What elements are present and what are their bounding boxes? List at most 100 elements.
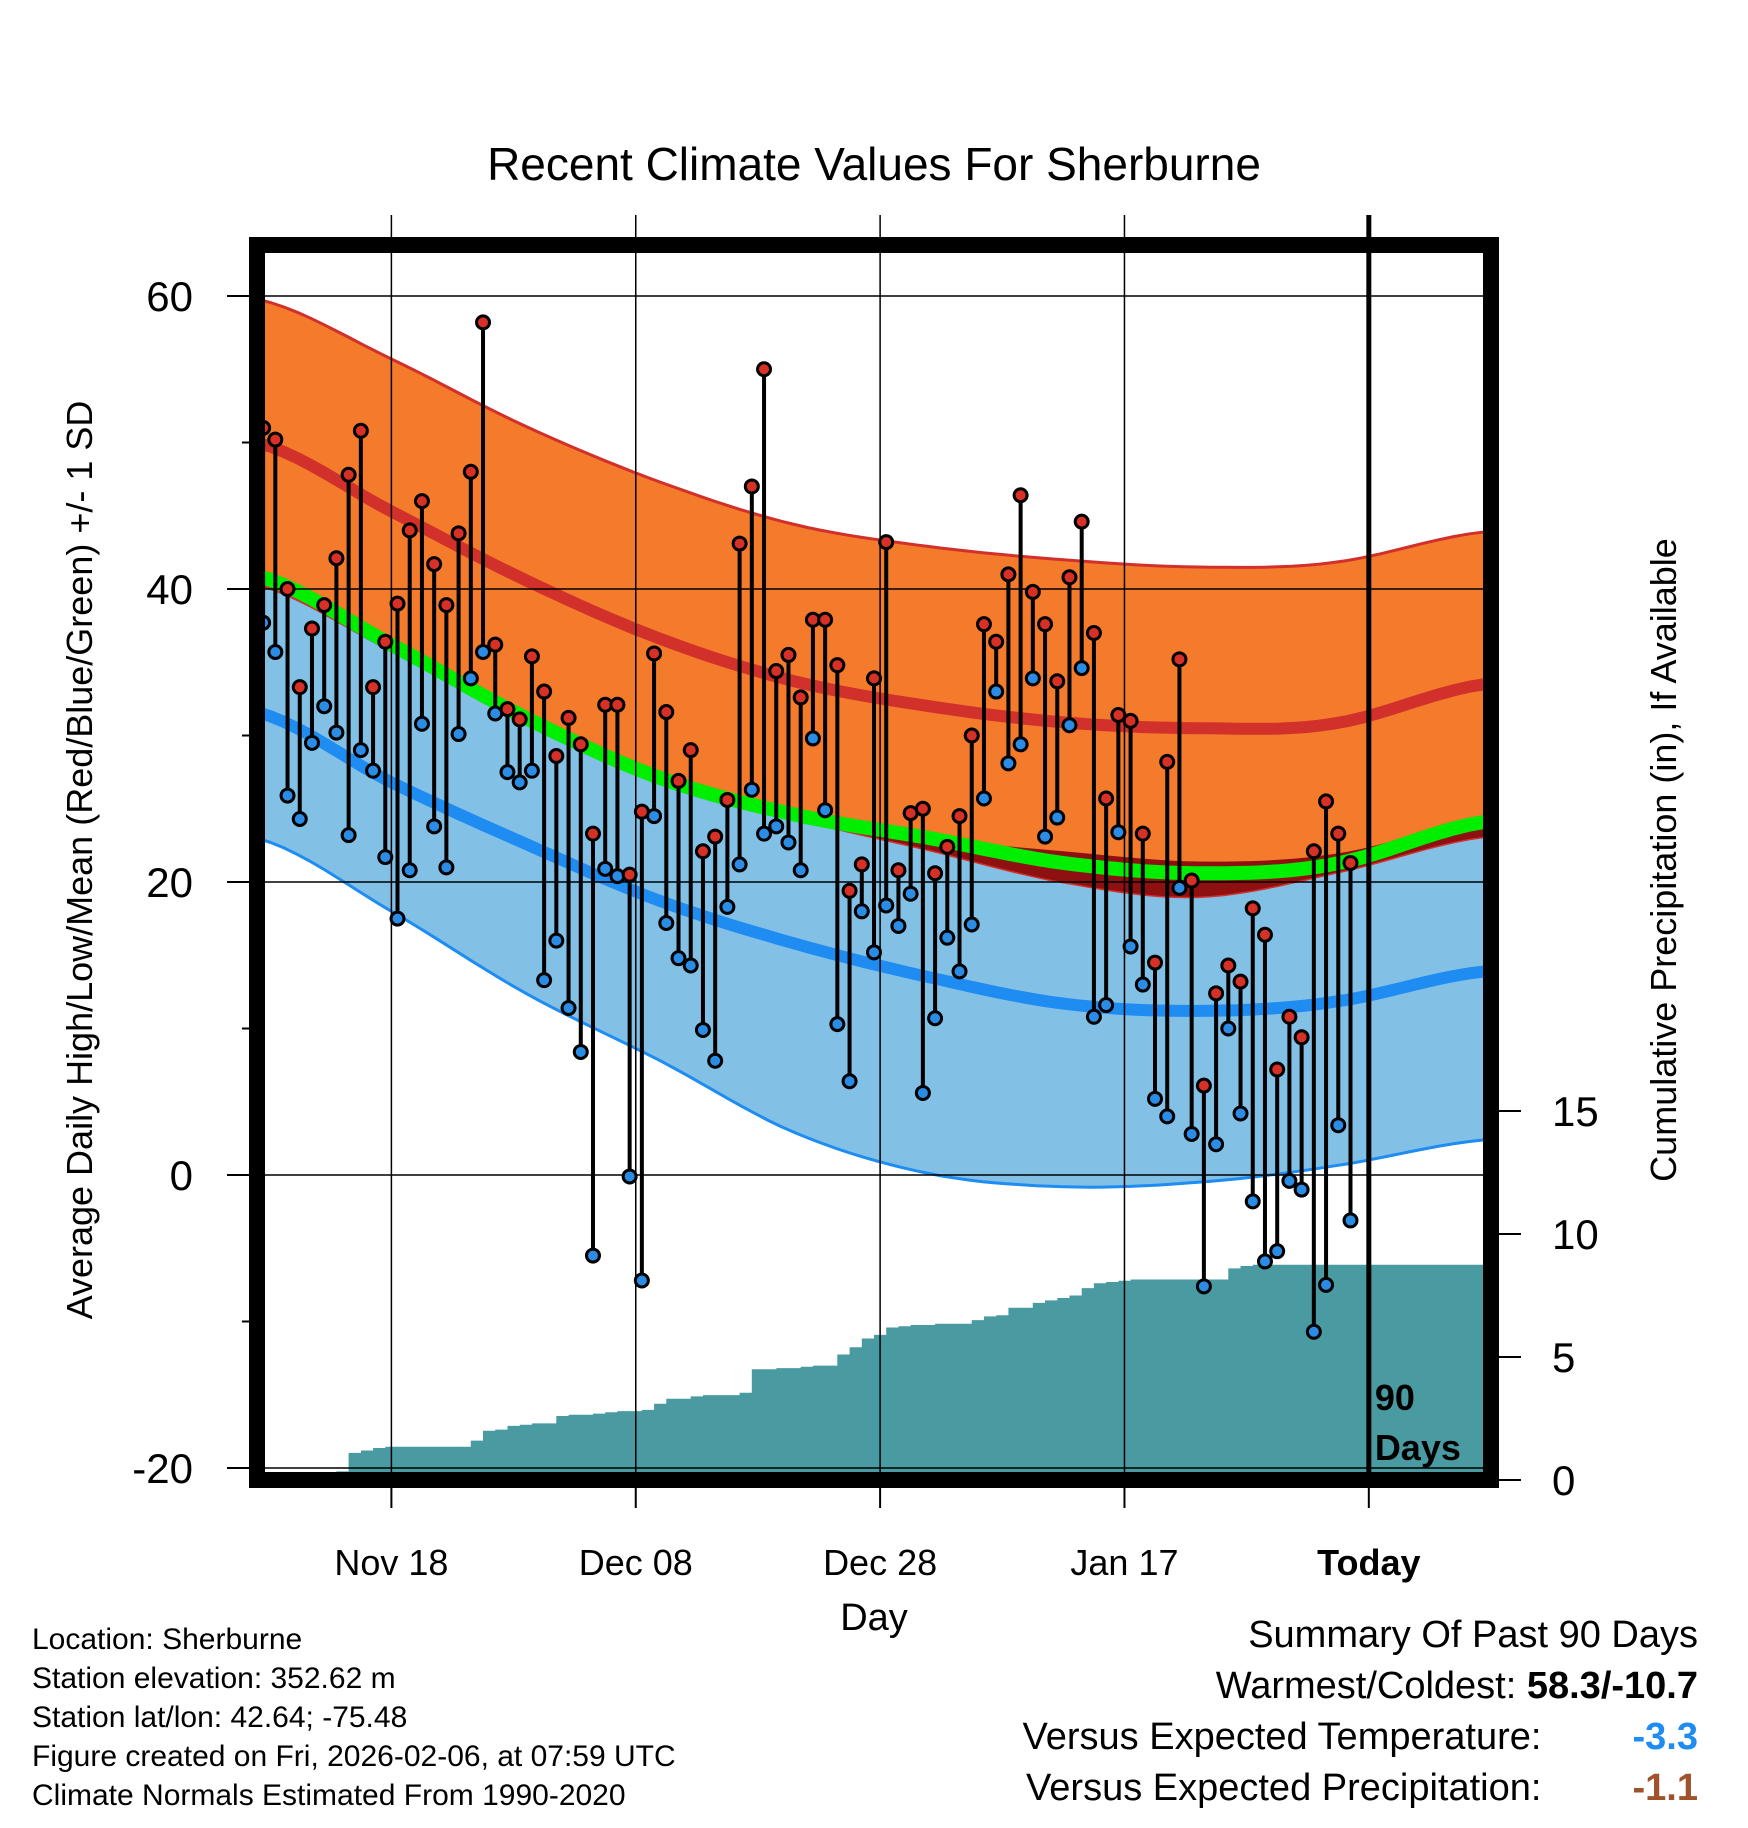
x-tick-label: Nov 18: [334, 1542, 448, 1583]
daily-low-point: [853, 903, 870, 920]
daily-high-point: [841, 882, 858, 899]
daily-low-point: [352, 742, 369, 759]
summary-warm-cold: Warmest/Coldest: 58.3/-10.7: [1023, 1661, 1698, 1712]
daily-high-point: [1342, 854, 1359, 871]
today-days-label-2: Days: [1375, 1427, 1461, 1468]
info-created: Figure created on Fri, 2026-02-06, at 07…: [32, 1740, 676, 1773]
y-tick-label: 40: [146, 566, 193, 613]
daily-low-point: [841, 1073, 858, 1090]
plot-frame: [249, 237, 1499, 1488]
daily-low-point: [682, 957, 699, 974]
daily-high-point: [1305, 843, 1322, 860]
x-tick-label: Today: [1317, 1542, 1420, 1583]
daily-low-point: [560, 999, 577, 1016]
daily-low-point: [340, 827, 357, 844]
daily-low-point: [658, 915, 675, 932]
summary-panel: Summary Of Past 90 Days Warmest/Coldest:…: [1023, 1610, 1698, 1814]
daily-low-point: [756, 825, 773, 842]
daily-high-point: [927, 865, 944, 882]
daily-high-point: [1244, 900, 1261, 917]
daily-low-point: [450, 726, 467, 743]
daily-low-point: [890, 917, 907, 934]
daily-low-point: [1256, 1253, 1273, 1270]
y2-tick-label: 15: [1552, 1088, 1599, 1135]
daily-high-point: [536, 683, 553, 700]
daily-high-point: [1085, 624, 1102, 641]
daily-low-point: [475, 643, 492, 660]
daily-high-point: [548, 748, 565, 765]
daily-low-point: [1305, 1323, 1322, 1340]
daily-high-point: [707, 828, 724, 845]
daily-high-point: [328, 550, 345, 567]
daily-high-point: [817, 611, 834, 628]
daily-high-point: [780, 646, 797, 663]
daily-low-point: [1208, 1136, 1225, 1153]
daily-high-point: [1012, 487, 1029, 504]
daily-low-point: [1085, 1008, 1102, 1025]
daily-high-point: [1171, 651, 1188, 668]
daily-low-point: [1183, 1125, 1200, 1142]
warm-cold-value: 58.3/-10.7: [1526, 1665, 1698, 1707]
daily-low-point: [914, 1084, 931, 1101]
daily-low-point: [1171, 879, 1188, 896]
daily-high-point: [1037, 616, 1054, 633]
daily-high-point: [1183, 872, 1200, 889]
y-tick-label: 60: [146, 273, 193, 320]
daily-high-point: [413, 493, 430, 510]
x-tick-label: Jan 17: [1070, 1542, 1178, 1583]
daily-low-point: [316, 698, 333, 715]
daily-low-point: [707, 1052, 724, 1069]
daily-low-point: [988, 683, 1005, 700]
daily-high-point: [1147, 954, 1164, 971]
y-tick-label: 0: [170, 1152, 193, 1199]
daily-high-point: [1269, 1061, 1286, 1078]
daily-low-point: [303, 734, 320, 751]
y2-tick-label: 5: [1552, 1334, 1575, 1381]
daily-high-point: [914, 800, 931, 817]
daily-low-point: [1269, 1243, 1286, 1260]
daily-low-point: [963, 916, 980, 933]
daily-high-point: [609, 696, 626, 713]
daily-low-point: [291, 811, 308, 828]
daily-high-point: [572, 736, 589, 753]
daily-low-point: [902, 885, 919, 902]
daily-low-point: [975, 790, 992, 807]
summary-temp: Versus Expected Temperature: -3.3: [1023, 1712, 1698, 1763]
daily-low-point: [719, 898, 736, 915]
daily-high-point: [1049, 673, 1066, 690]
daily-high-point: [621, 866, 638, 883]
daily-high-point: [963, 727, 980, 744]
daily-low-point: [426, 818, 443, 835]
daily-high-point: [682, 742, 699, 759]
y2-axis-label: Cumulative Precipitation (in), If Availa…: [1643, 538, 1684, 1182]
daily-high-point: [401, 522, 418, 539]
daily-high-point: [279, 581, 296, 597]
daily-low-point: [866, 944, 882, 961]
daily-low-point: [1330, 1117, 1347, 1134]
daily-low-point: [1195, 1278, 1212, 1295]
daily-low-point: [1342, 1212, 1359, 1229]
daily-low-point: [1159, 1108, 1176, 1125]
daily-low-point: [1318, 1276, 1335, 1293]
daily-low-point: [633, 1272, 650, 1289]
daily-high-point: [878, 534, 895, 551]
daily-high-point: [438, 597, 455, 614]
daily-low-point: [1061, 717, 1078, 734]
daily-low-point: [536, 972, 553, 989]
daily-low-point: [597, 860, 614, 877]
daily-low-point: [939, 929, 956, 946]
x-axis-label: Day: [840, 1597, 908, 1639]
daily-high-point: [658, 704, 675, 721]
daily-low-point: [584, 1247, 601, 1264]
daily-high-point: [1220, 957, 1237, 974]
daily-high-point: [1281, 1008, 1298, 1025]
daily-high-point: [1318, 793, 1335, 810]
daily-high-point: [499, 701, 516, 718]
daily-high-point: [1330, 825, 1347, 842]
daily-high-point: [340, 466, 357, 483]
today-days-label-1: 90: [1375, 1377, 1415, 1418]
daily-high-point: [291, 679, 308, 696]
daily-high-point: [1122, 712, 1139, 729]
daily-low-point: [1134, 976, 1151, 993]
